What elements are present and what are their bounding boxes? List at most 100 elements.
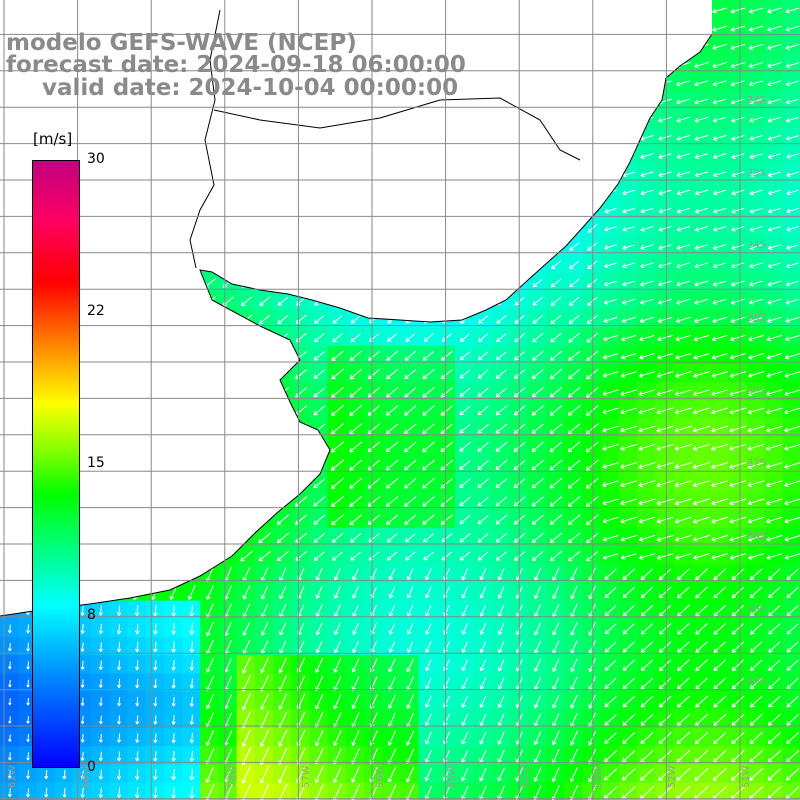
wind-arrow	[531, 551, 544, 561]
wind-arrow	[422, 369, 435, 380]
wind-arrow	[640, 171, 654, 178]
wind-arrow	[785, 80, 800, 87]
wind-arrow	[656, 498, 674, 506]
wind-arrow	[747, 534, 765, 542]
wind-arrow	[330, 441, 345, 453]
wind-arrow	[622, 189, 635, 196]
wind-arrow	[658, 298, 673, 305]
wind-arrow	[62, 769, 67, 780]
wind-arrow	[80, 787, 85, 798]
wind-arrow	[404, 423, 417, 434]
wind-arrow	[786, 659, 799, 671]
wind-arrow	[658, 731, 672, 745]
wind-arrow	[767, 153, 781, 159]
wind-arrow	[640, 153, 654, 159]
wind-arrow	[767, 768, 782, 781]
wind-arrow	[187, 584, 196, 601]
wind-arrow	[694, 116, 709, 123]
wind-arrow	[749, 135, 763, 141]
wind-arrow	[278, 693, 288, 710]
wind-arrow	[621, 298, 636, 305]
wind-arrow	[80, 769, 85, 780]
wind-arrow	[153, 751, 158, 762]
wind-arrow	[694, 244, 709, 250]
wind-arrow	[550, 296, 562, 306]
wind-arrow	[729, 371, 747, 378]
wind-arrow	[242, 585, 251, 600]
wind-arrow	[767, 43, 782, 50]
wind-arrow	[314, 315, 325, 324]
wind-arrow	[603, 280, 618, 287]
wind-arrow	[495, 514, 508, 525]
wind-arrow	[479, 695, 487, 708]
wind-arrow	[552, 694, 560, 709]
wind-arrow	[171, 715, 176, 725]
wind-arrow	[674, 498, 692, 506]
wind-arrow	[786, 207, 799, 214]
wind-arrow	[640, 280, 654, 287]
wind-arrow	[731, 713, 745, 726]
wind-arrow	[440, 423, 454, 434]
wind-arrow	[693, 534, 710, 542]
wind-arrow	[478, 315, 489, 324]
wind-arrow	[640, 750, 654, 763]
wind-arrow	[785, 316, 800, 323]
wind-arrow	[639, 334, 655, 342]
wind-arrow	[440, 405, 453, 416]
wind-arrow	[425, 604, 432, 617]
wind-arrow	[532, 296, 543, 306]
lon-label: 54W	[521, 765, 532, 788]
wind-arrow	[116, 769, 122, 780]
wind-arrow	[785, 768, 800, 781]
wind-arrow	[351, 694, 360, 710]
wind-arrow	[784, 480, 800, 488]
colorbar-tick: 15	[87, 455, 105, 471]
wind-arrow	[711, 443, 729, 451]
wind-arrow	[388, 604, 396, 617]
wind-arrow	[603, 335, 618, 342]
wind-arrow	[677, 641, 690, 653]
wind-arrow	[694, 62, 709, 69]
lon-label: 56W	[375, 765, 386, 788]
wind-arrow	[622, 605, 635, 617]
wind-arrow	[461, 713, 469, 727]
wind-arrow	[153, 678, 158, 689]
wind-arrow	[729, 498, 747, 506]
land-mass	[0, 0, 712, 616]
wind-arrow	[497, 677, 505, 690]
wind-arrow	[532, 314, 544, 324]
wind-arrow	[367, 459, 381, 471]
wind-arrow	[440, 387, 453, 398]
wind-arrow	[349, 350, 362, 361]
wind-arrow	[8, 734, 12, 742]
wind-arrow	[80, 733, 85, 743]
wind-arrow	[729, 480, 747, 488]
wind-arrow	[189, 678, 195, 689]
wind-arrow	[695, 677, 708, 690]
wind-arrow	[713, 153, 727, 159]
wind-arrow	[567, 496, 581, 507]
wind-arrow	[674, 462, 692, 469]
wind-arrow	[621, 353, 637, 360]
wind-arrow	[497, 659, 505, 672]
wind-arrow	[279, 585, 287, 600]
wind-arrow	[189, 696, 195, 707]
wind-arrow	[116, 642, 122, 653]
wind-arrow	[314, 730, 324, 747]
wind-arrow	[533, 731, 542, 746]
wind-arrow	[602, 407, 619, 415]
wind-arrow	[406, 766, 415, 783]
wind-arrow	[568, 550, 581, 562]
wind-arrow	[404, 350, 417, 361]
wind-arrow	[731, 731, 745, 745]
wind-arrow	[784, 444, 800, 451]
wind-arrow	[768, 623, 781, 635]
wind-arrow	[459, 442, 471, 452]
wind-arrow	[658, 750, 672, 763]
wind-arrow	[675, 316, 691, 323]
wind-arrow	[765, 480, 783, 488]
wind-arrow	[479, 622, 487, 635]
wind-arrow	[240, 296, 253, 307]
wind-arrow	[532, 278, 543, 288]
